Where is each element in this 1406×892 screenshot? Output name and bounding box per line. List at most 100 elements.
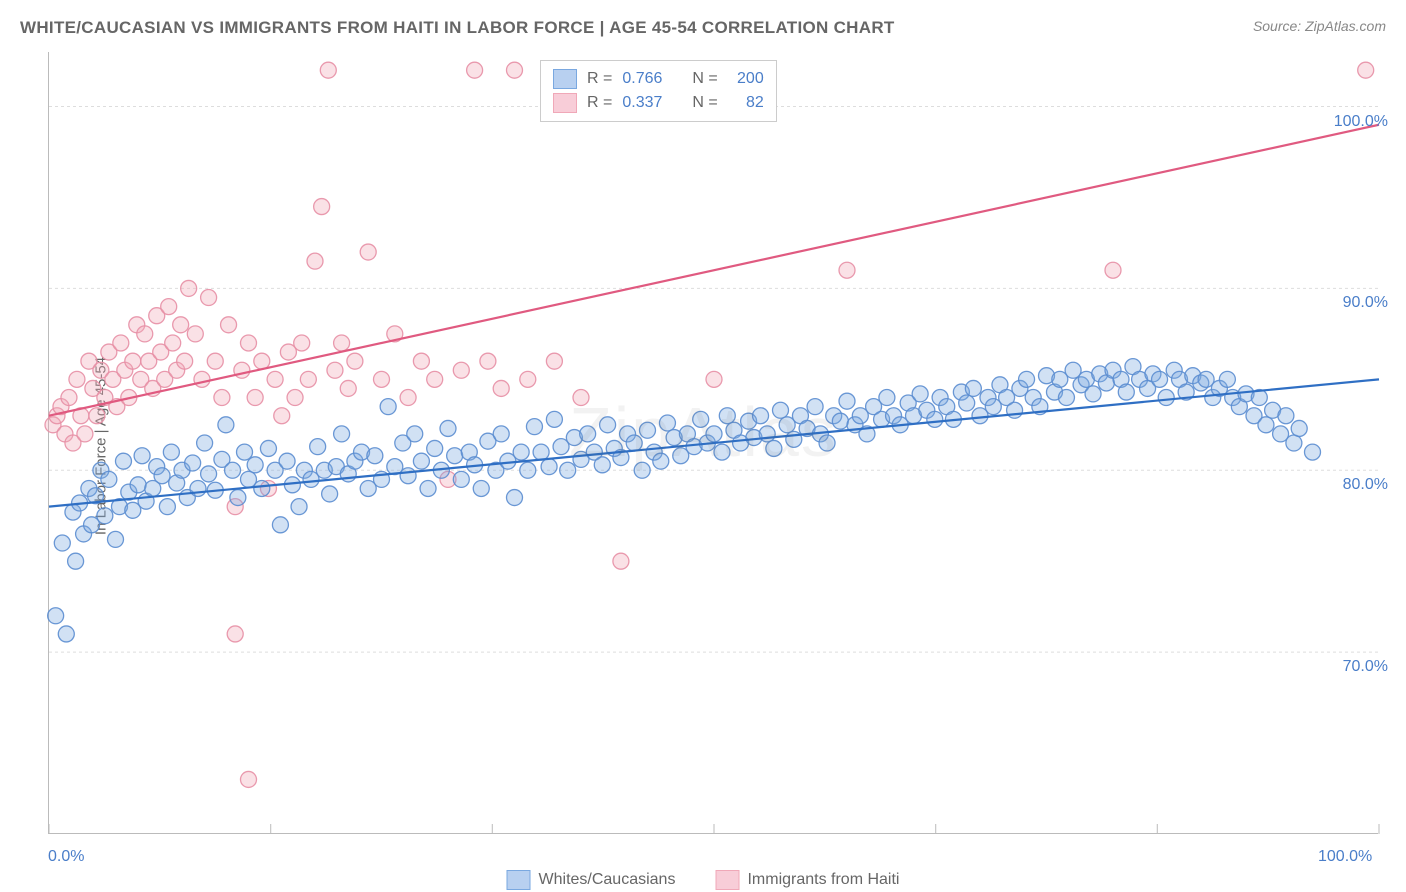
data-point — [61, 390, 77, 406]
data-point — [407, 426, 423, 442]
data-point — [334, 335, 350, 351]
data-point — [194, 371, 210, 387]
data-point — [230, 490, 246, 506]
data-point — [1152, 371, 1168, 387]
data-point — [413, 353, 429, 369]
data-point — [334, 426, 350, 442]
data-point — [197, 435, 213, 451]
data-point — [177, 353, 193, 369]
data-point — [181, 280, 197, 296]
legend-label: Immigrants from Haiti — [747, 871, 899, 889]
r-label: R = — [587, 67, 612, 91]
data-point — [626, 435, 642, 451]
data-point — [420, 480, 436, 496]
data-point — [214, 390, 230, 406]
data-point — [427, 371, 443, 387]
data-point — [719, 408, 735, 424]
data-point — [580, 426, 596, 442]
y-tick-label: 80.0% — [1343, 476, 1388, 494]
data-point — [594, 457, 610, 473]
data-point — [706, 371, 722, 387]
data-point — [173, 317, 189, 333]
data-point — [360, 244, 376, 260]
data-point — [659, 415, 675, 431]
data-point — [320, 62, 336, 78]
data-point — [68, 553, 84, 569]
data-point — [467, 62, 483, 78]
data-point — [272, 517, 288, 533]
data-point — [1286, 435, 1302, 451]
data-point — [1219, 371, 1235, 387]
x-tick-label: 100.0% — [1318, 848, 1372, 866]
data-point — [613, 553, 629, 569]
data-point — [113, 335, 129, 351]
data-point — [225, 462, 241, 478]
data-point — [634, 462, 650, 478]
n-value: 82 — [728, 91, 764, 115]
data-point — [48, 608, 64, 624]
data-point — [327, 362, 343, 378]
x-tick-label: 0.0% — [48, 848, 84, 866]
data-point — [965, 380, 981, 396]
source-label: Source: ZipAtlas.com — [1253, 18, 1386, 34]
data-point — [766, 440, 782, 456]
data-point — [640, 422, 656, 438]
data-point — [600, 417, 616, 433]
data-point — [927, 411, 943, 427]
data-point — [89, 408, 105, 424]
data-point — [307, 253, 323, 269]
data-point — [247, 390, 263, 406]
legend-label: Whites/Caucasians — [539, 871, 676, 889]
data-point — [753, 408, 769, 424]
data-point — [227, 626, 243, 642]
data-point — [125, 353, 141, 369]
data-point — [507, 490, 523, 506]
chart-title: WHITE/CAUCASIAN VS IMMIGRANTS FROM HAITI… — [20, 18, 895, 38]
data-point — [374, 371, 390, 387]
data-point — [493, 380, 509, 396]
data-point — [154, 468, 170, 484]
data-point — [453, 471, 469, 487]
data-point — [1085, 386, 1101, 402]
data-point — [137, 326, 153, 342]
data-point — [879, 390, 895, 406]
data-point — [706, 426, 722, 442]
data-point — [58, 626, 74, 642]
data-point — [520, 462, 536, 478]
data-point — [161, 299, 177, 315]
data-point — [159, 499, 175, 515]
data-point — [163, 444, 179, 460]
data-point — [1158, 390, 1174, 406]
data-point — [573, 390, 589, 406]
data-point — [714, 444, 730, 460]
data-point — [201, 290, 217, 306]
n-label: N = — [692, 91, 717, 115]
data-point — [291, 499, 307, 515]
data-point — [201, 466, 217, 482]
legend-swatch — [715, 870, 739, 890]
data-point — [279, 453, 295, 469]
data-point — [807, 399, 823, 415]
n-value: 200 — [728, 67, 764, 91]
data-point — [1305, 444, 1321, 460]
data-point — [440, 420, 456, 436]
data-point — [541, 459, 557, 475]
data-point — [1105, 262, 1121, 278]
data-point — [260, 440, 276, 456]
data-point — [839, 393, 855, 409]
data-point — [97, 508, 113, 524]
data-point — [134, 448, 150, 464]
data-point — [546, 353, 562, 369]
data-point — [187, 326, 203, 342]
data-point — [480, 353, 496, 369]
data-point — [101, 471, 117, 487]
data-point — [322, 486, 338, 502]
data-point — [1118, 384, 1134, 400]
data-point — [267, 371, 283, 387]
data-point — [165, 335, 181, 351]
data-point — [413, 453, 429, 469]
data-point — [447, 448, 463, 464]
data-point — [115, 453, 131, 469]
legend-item: Immigrants from Haiti — [715, 870, 899, 890]
data-point — [453, 362, 469, 378]
